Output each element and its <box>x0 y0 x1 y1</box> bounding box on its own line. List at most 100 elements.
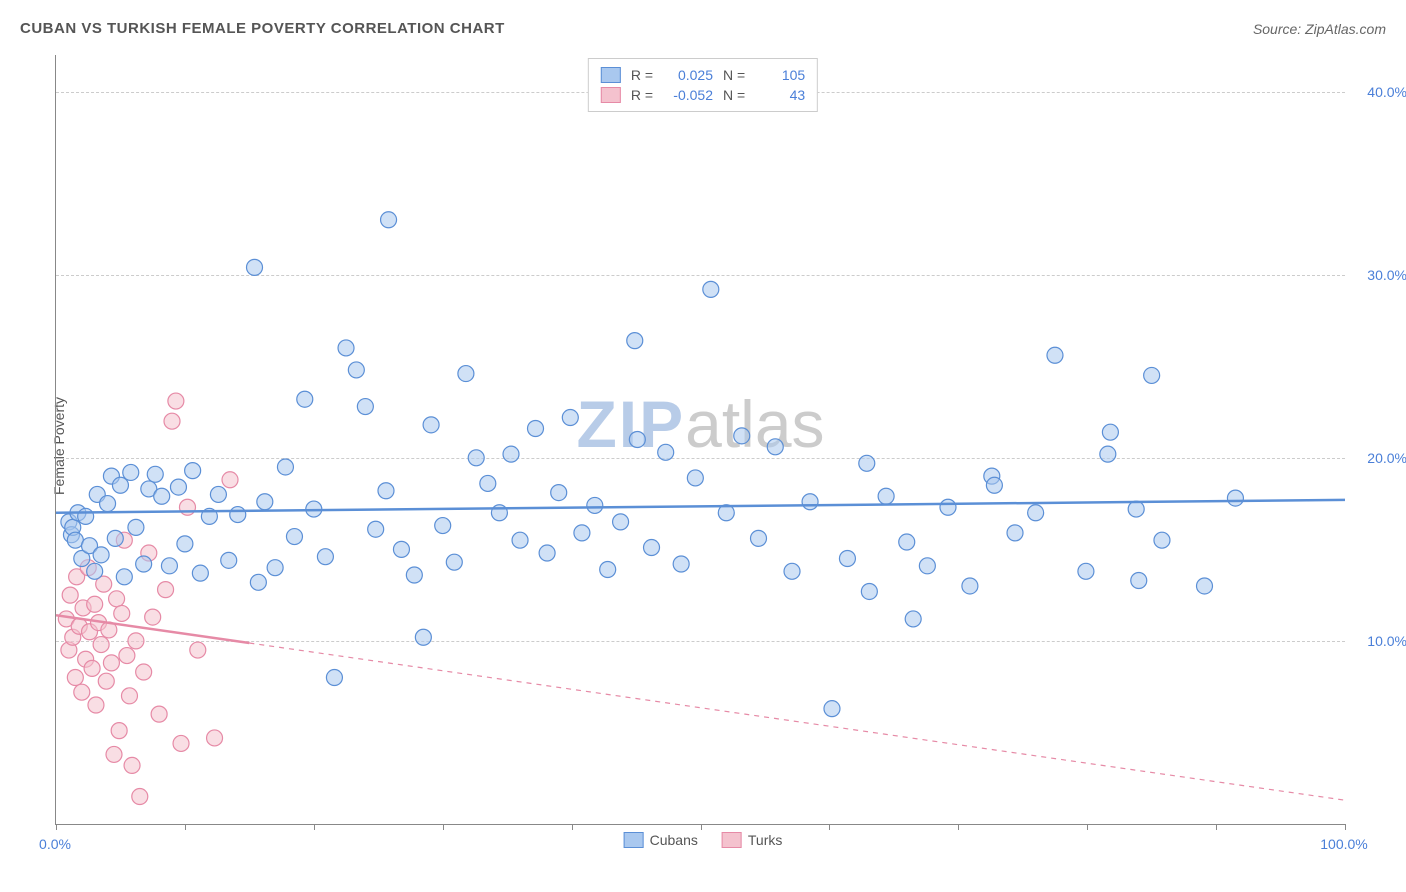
scatter-point <box>878 488 894 504</box>
scatter-point <box>82 538 98 554</box>
scatter-point <box>423 417 439 433</box>
scatter-point <box>250 574 266 590</box>
scatter-point <box>62 587 78 603</box>
gridline <box>56 641 1345 642</box>
scatter-point <box>348 362 364 378</box>
scatter-point <box>824 701 840 717</box>
legend-label-turks: Turks <box>748 832 782 848</box>
scatter-point <box>70 505 86 521</box>
scatter-point <box>574 525 590 541</box>
gridline <box>56 275 1345 276</box>
watermark-rest: atlas <box>685 387 824 461</box>
scatter-point <box>82 624 98 640</box>
r-value-turks: -0.052 <box>663 87 713 103</box>
swatch-cubans <box>601 67 621 83</box>
scatter-point <box>673 556 689 572</box>
scatter-point <box>861 583 877 599</box>
scatter-point <box>222 472 238 488</box>
n-label: N = <box>723 67 745 83</box>
scatter-point <box>381 212 397 228</box>
scatter-point <box>1007 525 1023 541</box>
scatter-point <box>116 569 132 585</box>
scatter-point <box>378 483 394 499</box>
scatter-point <box>168 393 184 409</box>
scatter-point <box>170 479 186 495</box>
scatter-point <box>147 466 163 482</box>
scatter-point <box>210 486 226 502</box>
scatter-point <box>905 611 921 627</box>
xtick <box>829 824 830 830</box>
swatch-turks <box>601 87 621 103</box>
scatter-point <box>277 459 293 475</box>
xtick <box>1345 824 1346 830</box>
scatter-point <box>164 413 180 429</box>
scatter-point <box>687 470 703 486</box>
watermark: ZIPatlas <box>576 386 824 462</box>
ytick-label: 20.0% <box>1367 450 1406 466</box>
scatter-point <box>116 532 132 548</box>
scatter-point <box>230 507 246 523</box>
r-label: R = <box>631 67 653 83</box>
scatter-point <box>1028 505 1044 521</box>
scatter-point <box>1047 347 1063 363</box>
scatter-point <box>286 529 302 545</box>
scatter-point <box>89 486 105 502</box>
scatter-point <box>141 545 157 561</box>
swatch-cubans <box>624 832 644 848</box>
watermark-bold: ZIP <box>576 387 685 461</box>
trend-line <box>56 615 249 643</box>
scatter-point <box>87 596 103 612</box>
xtick <box>314 824 315 830</box>
scatter-point <box>201 508 217 524</box>
scatter-point <box>121 688 137 704</box>
scatter-point <box>63 527 79 543</box>
xtick <box>701 824 702 830</box>
scatter-point <box>151 706 167 722</box>
scatter-point <box>718 505 734 521</box>
n-value-cubans: 105 <box>755 67 805 83</box>
scatter-point <box>65 519 81 535</box>
scatter-point <box>512 532 528 548</box>
scatter-point <box>984 468 1000 484</box>
scatter-point <box>61 514 77 530</box>
scatter-point <box>158 582 174 598</box>
n-value-turks: 43 <box>755 87 805 103</box>
scatter-point <box>491 505 507 521</box>
scatter-point <box>141 481 157 497</box>
legend-stats-row-turks: R = -0.052 N = 43 <box>601 85 805 105</box>
xtick-label: 100.0% <box>1320 836 1367 852</box>
scatter-point <box>629 432 645 448</box>
ytick-label: 30.0% <box>1367 267 1406 283</box>
source-label: Source: ZipAtlas.com <box>1253 21 1386 37</box>
chart-title: CUBAN VS TURKISH FEMALE POVERTY CORRELAT… <box>20 20 505 37</box>
scatter-point <box>124 757 140 773</box>
n-label: N = <box>723 87 745 103</box>
scatter-point <box>1102 424 1118 440</box>
xtick <box>56 824 57 830</box>
scatter-point <box>1144 367 1160 383</box>
scatter-point <box>107 530 123 546</box>
scatter-point <box>406 567 422 583</box>
xtick <box>1216 824 1217 830</box>
scatter-point <box>703 281 719 297</box>
scatter-point <box>75 600 91 616</box>
scatter-point <box>899 534 915 550</box>
scatter-point <box>1131 572 1147 588</box>
legend-stats: R = 0.025 N = 105 R = -0.052 N = 43 <box>588 58 818 112</box>
scatter-point <box>103 655 119 671</box>
scatter-point <box>78 651 94 667</box>
scatter-point <box>1078 563 1094 579</box>
trend-line-extrapolated <box>249 643 1345 800</box>
scatter-point <box>767 439 783 455</box>
scatter-svg <box>56 55 1345 824</box>
scatter-point <box>627 333 643 349</box>
scatter-point <box>267 560 283 576</box>
legend-stats-row-cubans: R = 0.025 N = 105 <box>601 65 805 85</box>
scatter-point <box>368 521 384 537</box>
scatter-point <box>98 673 114 689</box>
scatter-point <box>106 746 122 762</box>
scatter-point <box>802 494 818 510</box>
scatter-point <box>61 642 77 658</box>
scatter-point <box>84 660 100 676</box>
scatter-point <box>338 340 354 356</box>
